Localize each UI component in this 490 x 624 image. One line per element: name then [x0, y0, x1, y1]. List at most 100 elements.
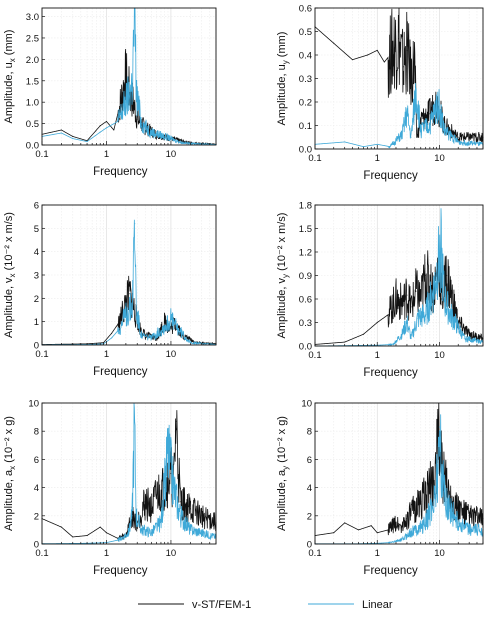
data-point [119, 105, 121, 108]
data-point [410, 136, 412, 138]
data-point [414, 61, 416, 63]
data-point [105, 120, 108, 123]
y-axis-label-uy: Amplitude, uy (mm) [276, 32, 290, 126]
data-point [417, 317, 419, 320]
y-axis-label-vy: Amplitude, vy (10⁻² x m/s) [276, 213, 290, 339]
series-v-st-fem-1-ux [41, 49, 217, 146]
y-tick-label: 0 [307, 540, 312, 551]
data-point [406, 534, 408, 537]
data-point [125, 75, 127, 78]
y-tick-label: 0 [34, 341, 39, 352]
data-point [140, 335, 143, 337]
data-point [135, 309, 137, 311]
data-point [179, 515, 181, 517]
data-point [383, 61, 385, 63]
data-point [463, 337, 465, 339]
data-point [468, 529, 470, 531]
y-tick-label: 6 [307, 455, 312, 466]
y-axis-label-ax: Amplitude, ax (10⁻² x g) [3, 416, 17, 531]
data-point [437, 472, 439, 475]
data-point [420, 526, 422, 528]
data-point [131, 84, 133, 86]
data-point [179, 501, 181, 503]
data-point [429, 124, 431, 127]
data-point [468, 515, 470, 517]
series-v-st-fem-1-ay [314, 402, 484, 536]
data-point [406, 518, 408, 520]
data-point [414, 529, 416, 531]
data-point [443, 298, 446, 300]
data-point [99, 125, 101, 127]
x-tick-label: 1 [375, 153, 380, 164]
plot-frame-ax [41, 402, 217, 545]
y-tick-label: 6 [34, 201, 39, 212]
data-point [117, 120, 119, 123]
data-point [392, 343, 394, 346]
data-point [406, 113, 408, 115]
data-point [420, 120, 422, 122]
data-point [60, 132, 63, 134]
series-v-st-fem-1-uy [314, 7, 484, 144]
series-v-st-fem-1-ax [41, 410, 217, 541]
data-point [457, 508, 459, 510]
legend: v-ST/FEM-1 Linear [138, 599, 393, 611]
data-point [425, 494, 427, 496]
data-point [406, 49, 408, 51]
y-tick-label: 1.0 [26, 98, 39, 109]
data-point [401, 302, 403, 304]
data-point [189, 342, 191, 344]
data-point [414, 508, 416, 510]
y-tick-label: 6 [34, 455, 39, 466]
y-tick-label: 1 [34, 317, 39, 328]
x-axis-label-vx: Frequency [93, 366, 148, 378]
data-point [189, 529, 191, 531]
data-point [133, 419, 135, 421]
y-tick-label: 0.4 [299, 51, 312, 62]
data-point [445, 274, 448, 277]
y-tick-label: 0 [34, 540, 39, 551]
data-point [432, 290, 435, 292]
data-point [72, 536, 74, 538]
data-point [401, 134, 403, 136]
data-point [175, 420, 177, 422]
data-point [362, 333, 365, 335]
x-tick-label: 10 [434, 350, 445, 361]
data-point [389, 54, 391, 56]
data-point [164, 135, 166, 138]
x-tick-label: 1 [104, 149, 109, 160]
y-tick-label: 0.3 [299, 318, 312, 329]
x-tick-label: 1 [104, 548, 109, 559]
data-point [402, 66, 404, 68]
data-point [86, 140, 88, 143]
x-axis-label-vy: Frequency [363, 367, 418, 379]
data-point [150, 508, 153, 510]
y-tick-label: 1.5 [299, 224, 312, 235]
data-point [416, 136, 418, 138]
data-point [389, 146, 391, 148]
x-axis-label-ax: Frequency [93, 565, 148, 577]
data-point [164, 321, 166, 323]
data-point [420, 501, 422, 503]
y-tick-label: 0.2 [299, 98, 312, 109]
y-axis-label-ay: Amplitude, ay (10⁻² x g) [276, 416, 290, 531]
data-point [113, 129, 115, 131]
y-tick-label: 0.9 [299, 271, 312, 282]
y-axis-label-ux: Amplitude, ux (mm) [3, 30, 17, 124]
data-point [351, 59, 354, 61]
x-tick-label: 0.1 [308, 153, 321, 164]
series-linear-ax [41, 402, 217, 545]
series-v-st-fem-1-vx [42, 275, 217, 346]
y-tick-label: 1.8 [299, 201, 312, 212]
y-tick-label: 0.3 [299, 74, 312, 85]
data-point [105, 532, 108, 534]
data-point [410, 337, 412, 339]
y-tick-label: 2.0 [26, 55, 39, 66]
data-point [119, 321, 121, 323]
data-point [406, 294, 408, 296]
data-point [432, 479, 435, 482]
data-point [397, 37, 400, 40]
series-linear-ux [41, 7, 217, 146]
data-point [401, 526, 403, 528]
data-point [406, 321, 408, 324]
